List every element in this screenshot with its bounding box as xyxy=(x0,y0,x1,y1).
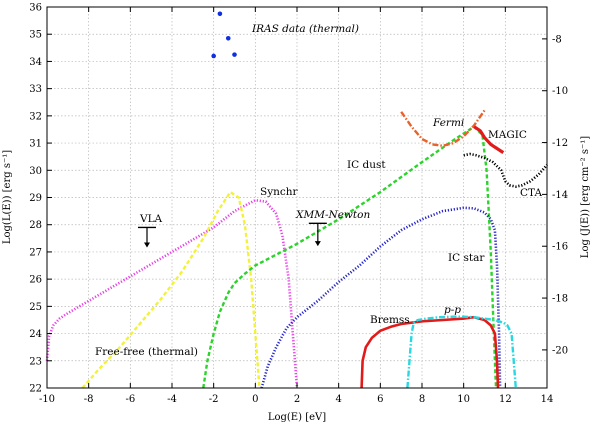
y-tick-label: 29 xyxy=(29,193,42,204)
x-tick-label: 4 xyxy=(335,394,341,405)
iras-point xyxy=(225,35,231,41)
x-axis-title: Log(E) [eV] xyxy=(268,412,326,423)
y2-tick-label: -12 xyxy=(552,138,568,149)
y-tick-label: 33 xyxy=(29,84,42,95)
y-tick-label: 23 xyxy=(29,356,42,367)
y-tick-label: 32 xyxy=(29,111,42,122)
y-tick-label: 30 xyxy=(29,166,42,177)
x-tick-label: 12 xyxy=(499,394,512,405)
y-tick-label: 27 xyxy=(29,247,42,258)
label-fermi: Fermi xyxy=(432,117,464,129)
y2-tick-label: -16 xyxy=(552,242,568,253)
y2-axis-title: Log (J(E)) [erg cm⁻² s⁻¹] xyxy=(580,136,591,258)
x-tick-label: 2 xyxy=(294,394,300,405)
y2-tick-label: -8 xyxy=(552,34,562,45)
grid-layer xyxy=(47,7,547,388)
y-tick-label: 36 xyxy=(29,3,42,14)
x-tick-label: 0 xyxy=(252,394,258,405)
x-tick-label: 14 xyxy=(541,394,554,405)
label-synchr: Synchr xyxy=(260,186,299,198)
label-ic-star: IC star xyxy=(448,252,485,264)
iras-point xyxy=(232,52,237,57)
y-tick-label: 24 xyxy=(29,329,42,340)
mark-layer xyxy=(138,11,327,248)
label-bremss: Bremss xyxy=(370,314,410,326)
y-tick-label: 28 xyxy=(29,220,42,231)
label-pp: p-p xyxy=(444,304,461,316)
label-iras: IRAS data (thermal) xyxy=(251,23,359,35)
y-tick-label: 22 xyxy=(29,384,42,395)
label-free-free: Free-free (thermal) xyxy=(95,346,198,358)
series-p-p xyxy=(406,315,517,389)
y2-tick-label: -20 xyxy=(552,345,568,356)
iras-point xyxy=(217,11,223,17)
series-ic-dust xyxy=(202,125,498,389)
tick-layer: -10 -8 -6 -4 -2 0 2 4 6 8 10 12 14222324252627282930… xyxy=(29,3,568,406)
y2-tick-label: -10 xyxy=(552,86,568,97)
label-magic: MAGIC xyxy=(488,129,527,141)
x-tick-label: 10 xyxy=(457,394,470,405)
iras-point xyxy=(211,53,216,59)
series-bremss xyxy=(360,315,500,389)
y-tick-label: 26 xyxy=(29,275,42,286)
label-xmm: XMM-Newton xyxy=(295,209,370,221)
label-vla: VLA xyxy=(139,213,163,225)
x-tick-label: -2 xyxy=(209,394,219,405)
y-axis-title: Log(L(E)) [erg s⁻¹] xyxy=(2,150,13,244)
y-tick-label: 34 xyxy=(29,57,42,68)
series-free-free-thermal xyxy=(81,190,261,389)
y-tick-label: 35 xyxy=(29,30,42,41)
series-synchr xyxy=(45,198,299,389)
y-tick-label: 31 xyxy=(29,139,42,150)
x-tick-label: 6 xyxy=(377,394,383,405)
label-ic-dust: IC dust xyxy=(347,159,386,171)
x-tick-label: -4 xyxy=(167,394,177,405)
label-cta: CTA xyxy=(520,187,542,199)
x-tick-label: -6 xyxy=(125,394,135,405)
x-tick-label: -8 xyxy=(84,394,94,405)
upper-limit-arrow-xmm-newton xyxy=(314,241,321,247)
y-tick-label: 25 xyxy=(29,302,42,313)
y2-tick-label: -18 xyxy=(552,294,568,305)
y2-tick-label: -14 xyxy=(552,190,568,201)
curve-layer xyxy=(45,109,548,389)
x-tick-label: 8 xyxy=(419,394,425,405)
series-fermi xyxy=(400,109,486,147)
series-magic xyxy=(473,125,505,154)
upper-limit-arrow-vla xyxy=(144,242,150,248)
x-tick-label: -10 xyxy=(39,394,55,405)
series-cta xyxy=(463,152,548,188)
